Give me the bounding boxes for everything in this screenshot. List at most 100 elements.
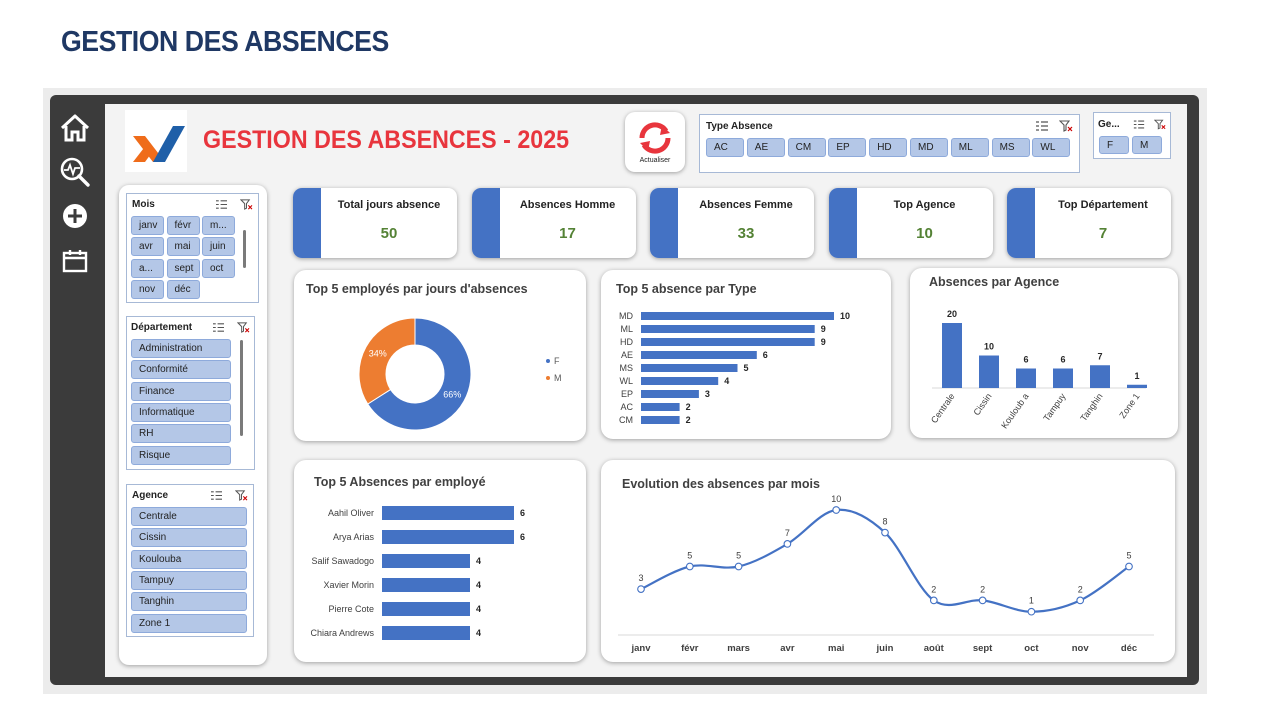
mois-chip[interactable]: oct: [202, 258, 235, 278]
mois-scrollbar[interactable]: [243, 230, 246, 268]
mois-chip[interactable]: mai: [166, 237, 200, 257]
bar-data-label: 6: [1060, 355, 1065, 365]
kpi-value: 10: [916, 225, 933, 242]
type-absence-chip[interactable]: WL: [1032, 138, 1071, 157]
analytics-icon[interactable]: [58, 155, 92, 189]
multi-select-icon[interactable]: [1133, 119, 1145, 130]
bar-data-label: 3: [705, 389, 710, 399]
agence-bar-chart-card: Absences par Agence 20 Centrale 10 Cissin 6 K…: [910, 268, 1178, 438]
departement-scrollbar[interactable]: [240, 340, 243, 436]
kpi-accent-bar: [1007, 188, 1035, 258]
x-axis-label: déc: [1121, 643, 1137, 654]
genre-chip[interactable]: F: [1099, 136, 1129, 154]
bar: [641, 325, 815, 333]
y-axis-label: AC: [620, 402, 633, 412]
home-icon[interactable]: [58, 111, 92, 145]
type-absence-chip[interactable]: MS: [991, 138, 1030, 157]
clear-filter-icon[interactable]: [237, 321, 250, 333]
mois-chip[interactable]: avr: [131, 237, 164, 257]
x-axis-label: août: [924, 643, 945, 654]
departement-chip[interactable]: Conformité: [131, 360, 231, 380]
point-data-label: 10: [831, 494, 841, 504]
add-icon[interactable]: [58, 199, 92, 233]
employee-bar-chart-card: Top 5 Absences par employé Aahil Oliver 6…: [294, 460, 586, 662]
agence-chip[interactable]: Centrale: [131, 507, 247, 526]
x-axis-label: Tampuy: [1041, 391, 1068, 423]
agence-chip[interactable]: Tanghin: [131, 592, 247, 612]
data-point: [881, 528, 889, 537]
agence-chip[interactable]: Tampuy: [131, 570, 247, 590]
clear-filter-icon[interactable]: [1059, 120, 1073, 132]
clear-filter-icon[interactable]: [240, 198, 253, 210]
calendar-icon[interactable]: [58, 244, 92, 278]
bar-data-label: 5: [744, 363, 749, 373]
type-absence-chip[interactable]: EP: [828, 138, 867, 157]
dashboard-title: GESTION DES ABSENCES - 2025: [203, 126, 570, 154]
y-axis-label: WL: [620, 376, 634, 386]
y-axis-label: MS: [620, 363, 634, 373]
agence-bar-chart: 20 Centrale 10 Cissin 6 Kouloub a 6 Tampuy 7 Tang…: [929, 309, 1147, 430]
bar: [942, 323, 962, 388]
x-axis-label: oct: [1024, 643, 1039, 654]
departement-chip[interactable]: Informatique: [131, 402, 231, 422]
mois-chip[interactable]: janv: [131, 216, 164, 235]
mois-chip[interactable]: déc: [166, 279, 200, 299]
multi-select-icon[interactable]: [1035, 120, 1049, 132]
refresh-button[interactable]: Actualiser: [625, 112, 685, 172]
agence-chip[interactable]: Zone 1: [131, 613, 247, 633]
bar-data-label: 10: [840, 311, 850, 321]
type-absence-chip[interactable]: CM: [787, 138, 826, 157]
mois-chip[interactable]: sept: [166, 258, 200, 278]
multi-select-icon[interactable]: [215, 199, 228, 210]
type-bar-chart: MD 10 ML 9 HD 9 AE 6 MS 5 WL 4 EP 3 AC 2 CM 2: [619, 311, 850, 425]
point-data-label: 5: [1126, 551, 1131, 561]
departement-chip[interactable]: Risque: [131, 445, 231, 465]
donut-chart-card: Top 5 employés par jours d'absences 66% 3…: [294, 270, 586, 441]
bar: [641, 390, 699, 398]
clear-filter-icon[interactable]: [235, 489, 248, 501]
type-absence-chip[interactable]: AE: [746, 138, 785, 157]
x-axis-label: Zone 1: [1117, 391, 1141, 420]
bar-data-label: 20: [947, 309, 957, 319]
departement-chip[interactable]: Administration: [131, 339, 231, 358]
departement-slicer-title: Département: [131, 321, 193, 333]
refresh-label: Actualiser: [639, 156, 671, 164]
point-data-label: 2: [931, 584, 936, 594]
type-absence-chip[interactable]: ML: [950, 138, 989, 157]
employee-bar-chart: Aahil Oliver 6 Arya Arias 6 Salif Sawadogo 4 X…: [310, 506, 525, 640]
mois-chip[interactable]: a...: [131, 258, 164, 278]
departement-chip[interactable]: RH: [131, 424, 231, 444]
multi-select-icon[interactable]: [212, 322, 225, 333]
mois-chip[interactable]: nov: [131, 279, 164, 299]
agence-slicer-title: Agence: [132, 489, 169, 501]
clear-filter-icon[interactable]: [1154, 119, 1166, 130]
multi-select-icon[interactable]: [210, 490, 223, 501]
agence-chip[interactable]: Koulouba: [131, 549, 247, 569]
x-axis-label: Kouloub a: [999, 391, 1030, 430]
point-data-label: 2: [980, 584, 985, 594]
data-point: [734, 562, 743, 571]
donut-data-label: 34%: [369, 349, 387, 359]
point-data-label: 5: [687, 551, 692, 561]
x-axis-label: mai: [828, 643, 844, 654]
y-axis-label: AE: [621, 350, 633, 360]
agence-bar-chart-title: Absences par Agence: [929, 275, 1060, 289]
bar: [382, 626, 470, 640]
x-axis-label: sept: [973, 643, 993, 654]
mois-chip[interactable]: juin: [202, 237, 235, 257]
y-axis-label: MD: [619, 311, 633, 321]
mois-chip[interactable]: févr: [166, 216, 200, 235]
departement-chip[interactable]: Finance: [131, 381, 231, 401]
x-axis-label: févr: [681, 643, 699, 654]
agence-chip[interactable]: Cissin: [131, 528, 247, 548]
data-point: [783, 540, 792, 548]
type-absence-chip[interactable]: HD: [869, 138, 908, 157]
bar: [382, 602, 470, 616]
bar: [1016, 368, 1036, 388]
mois-chip[interactable]: m...: [202, 216, 235, 235]
legend-label: M: [554, 373, 562, 383]
kpi-label: Top Département: [1058, 199, 1148, 211]
type-absence-chip[interactable]: MD: [910, 138, 948, 157]
genre-chip[interactable]: M: [1132, 136, 1162, 154]
type-absence-chip[interactable]: AC: [706, 138, 744, 157]
